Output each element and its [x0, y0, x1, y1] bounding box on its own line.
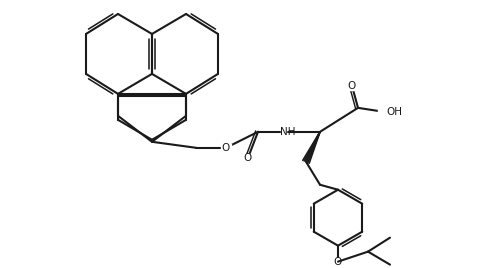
Text: OH: OH: [386, 107, 402, 117]
Text: NH: NH: [280, 127, 296, 137]
Bar: [243, 154, 253, 162]
Bar: [347, 82, 357, 90]
Text: O: O: [244, 153, 252, 163]
Text: O: O: [334, 257, 342, 267]
Text: O: O: [348, 81, 356, 91]
Bar: [378, 107, 394, 116]
Text: O: O: [222, 143, 230, 153]
Bar: [333, 258, 343, 266]
Bar: [221, 144, 231, 152]
Bar: [281, 127, 295, 136]
